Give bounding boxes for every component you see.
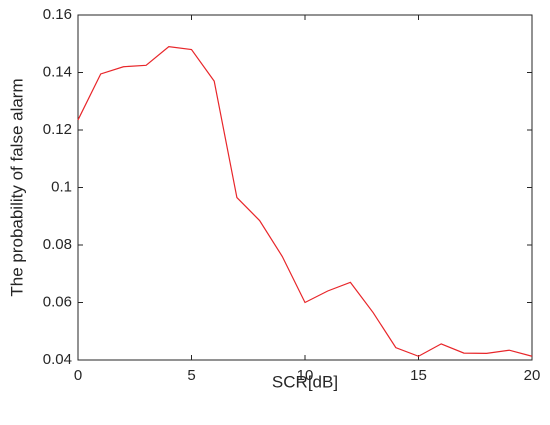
y-tick-label: 0.08 [43, 236, 72, 253]
x-tick-label: 5 [187, 367, 195, 384]
x-axis-label: SCR[dB] [272, 372, 338, 391]
plot-frame [77, 14, 533, 361]
x-tick-label: 0 [74, 367, 82, 384]
x-tick-label: 20 [524, 367, 541, 384]
x-tick-label: 10 [297, 367, 314, 384]
y-tick-label: 0.14 [43, 63, 72, 80]
y-tick-label: 0.06 [43, 293, 72, 310]
y-tick-label: 0.16 [43, 6, 72, 23]
data-line [77, 45, 533, 357]
y-axis-label: The probability of false alarm [7, 78, 26, 296]
y-tick-label: 0.12 [43, 121, 72, 138]
y-tick-label: 0.1 [51, 178, 72, 195]
x-tick-label: 15 [410, 367, 427, 384]
y-tick-label: 0.04 [43, 351, 72, 368]
